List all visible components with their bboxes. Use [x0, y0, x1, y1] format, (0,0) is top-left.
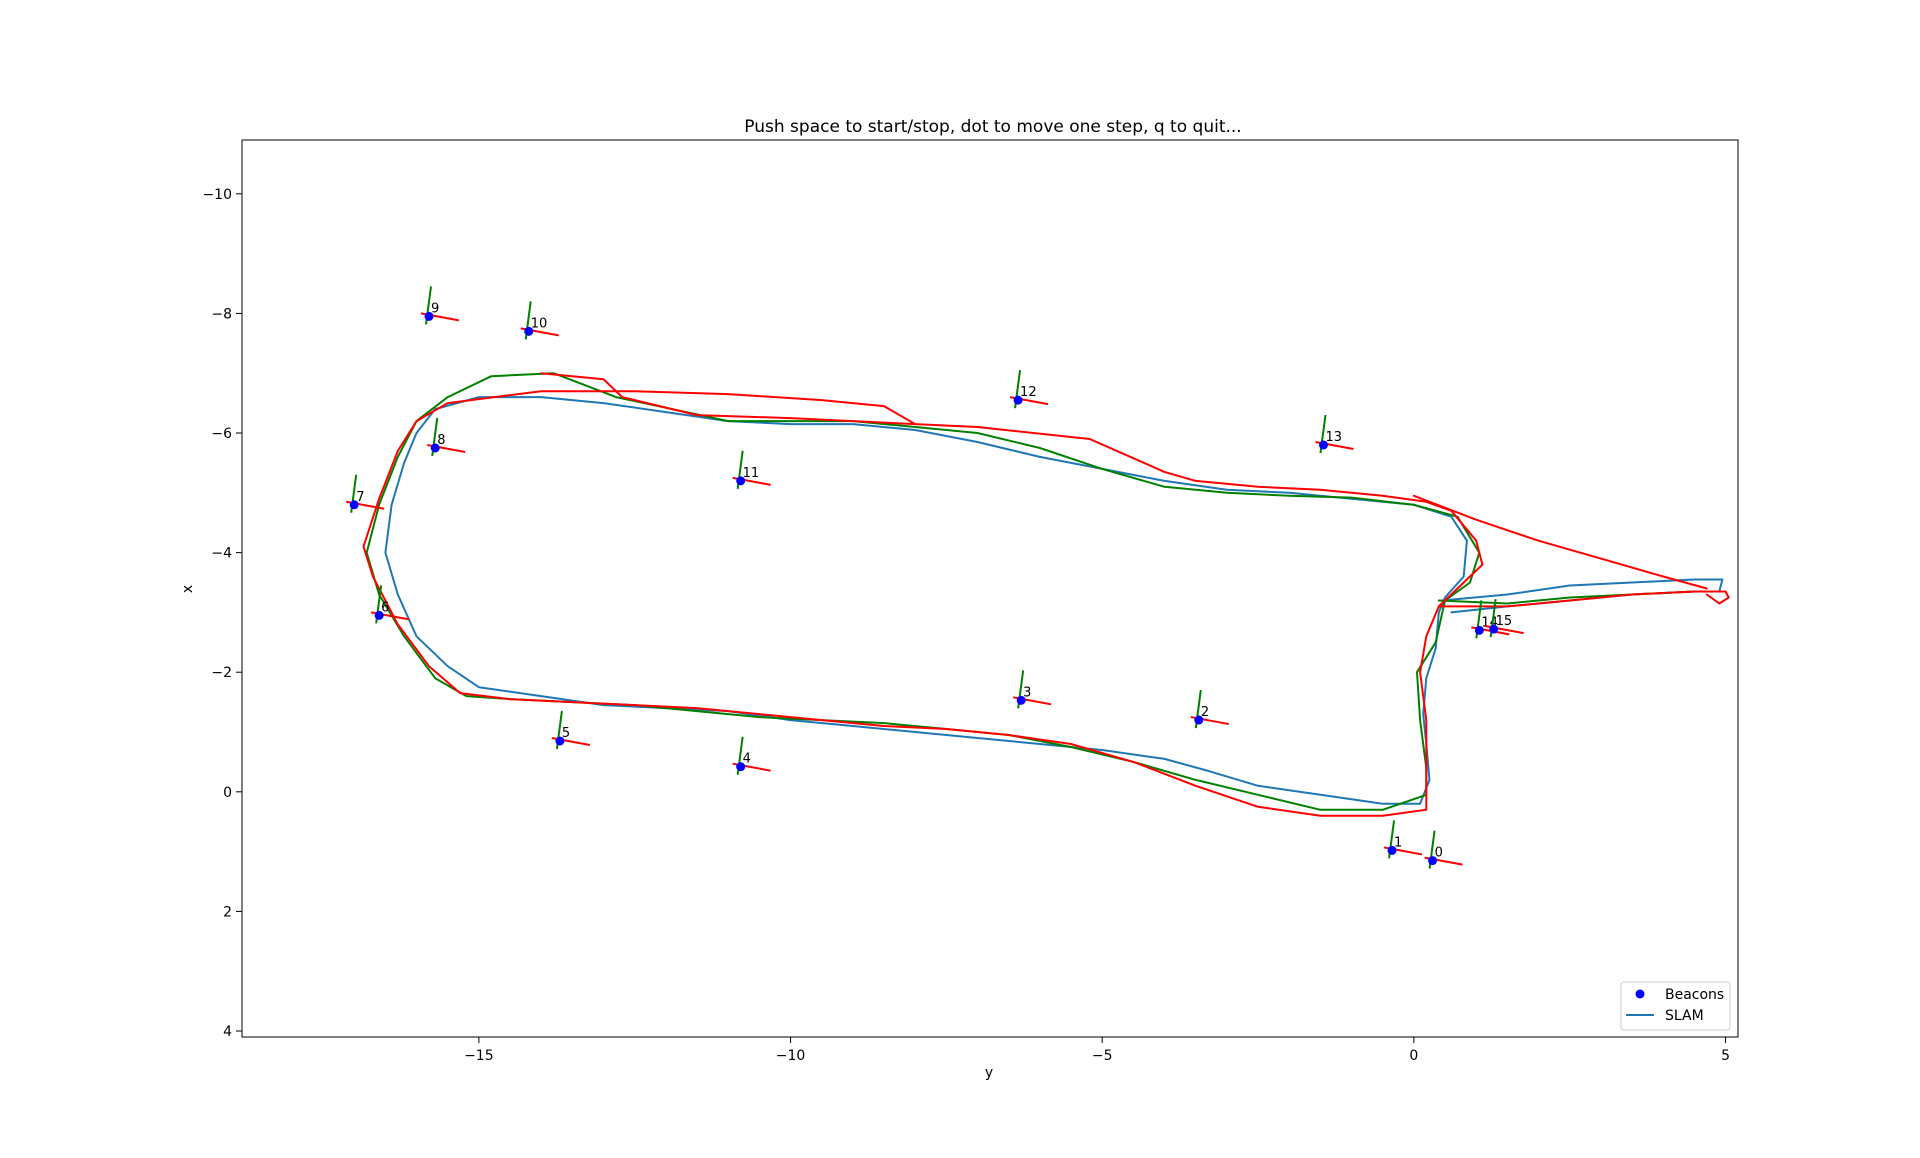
beacon-8: 8: [427, 417, 466, 457]
trajectory-line-4: [362, 390, 1484, 817]
x-axis-label: y: [985, 1065, 993, 1081]
beacon-point: [430, 443, 440, 453]
beacon-0: 0: [1424, 830, 1463, 869]
beacon-point: [736, 476, 746, 486]
beacon-point: [1318, 440, 1328, 450]
beacon-9: 9: [420, 286, 460, 325]
beacon-label: 2: [1201, 705, 1209, 720]
x-axis: −15 −10 −5 0 5: [464, 1037, 1730, 1064]
y-tick-label: 4: [223, 1024, 232, 1040]
beacon-6: 6: [370, 585, 410, 624]
beacon-label: 1: [1394, 835, 1402, 850]
legend-frame: [1620, 981, 1731, 1031]
beacon-label: 7: [356, 490, 364, 505]
trajectories: [362, 372, 1730, 817]
beacon-5: 5: [551, 710, 591, 750]
legend-beacons-label: Beacons: [1665, 987, 1724, 1003]
y-tick-label: −2: [211, 665, 232, 681]
beacon-point: [1194, 715, 1204, 725]
trajectory-line-6: [1412, 494, 1708, 590]
x-tick-label: −15: [464, 1048, 494, 1064]
legend-beacons-marker: [1635, 989, 1645, 999]
beacon-13: 13: [1315, 414, 1354, 454]
legend: Beacons SLAM: [1620, 981, 1731, 1031]
beacon-label: 5: [562, 726, 570, 741]
beacon-point: [736, 762, 746, 772]
beacon-2: 2: [1190, 689, 1229, 729]
beacon-label: 3: [1023, 685, 1031, 700]
beacon-point: [1013, 395, 1023, 405]
plot-frame: [241, 139, 1739, 1038]
beacon-label: 10: [531, 316, 548, 331]
beacon-12: 12: [1009, 369, 1049, 409]
trajectory-line-5: [1437, 590, 1730, 608]
beacon-point: [1387, 845, 1397, 855]
y-tick-label: 0: [223, 785, 232, 801]
trajectory-line-0: [384, 396, 1468, 805]
x-tick-label: 0: [1409, 1048, 1418, 1064]
beacon-point: [349, 500, 359, 510]
beacon-label: 0: [1435, 846, 1443, 861]
beacon-label: 8: [437, 433, 445, 448]
y-tick-label: −10: [202, 187, 232, 203]
beacon-10: 10: [520, 301, 559, 340]
y-tick-label: −8: [211, 306, 232, 322]
x-tick-label: 5: [1721, 1048, 1730, 1064]
y-axis-label: x: [180, 585, 196, 593]
beacon-point: [1489, 624, 1499, 634]
beacon-3: 3: [1012, 670, 1052, 709]
beacon-15: 15: [1485, 599, 1524, 638]
beacon-11: 11: [732, 450, 771, 489]
beacon-label: 13: [1325, 430, 1342, 445]
beacon-point: [1016, 695, 1026, 705]
y-tick-label: −4: [211, 546, 232, 562]
beacon-label: 6: [381, 600, 389, 615]
x-tick-label: −5: [1092, 1048, 1113, 1064]
y-tick-label: 2: [223, 904, 232, 920]
beacon-point: [524, 326, 534, 336]
beacon-label: 15: [1496, 614, 1513, 629]
beacon-point: [555, 736, 565, 746]
beacon-point: [1474, 625, 1484, 635]
beacon-4: 4: [732, 736, 771, 775]
beacon-point: [424, 311, 434, 321]
trajectory-line-7: [540, 372, 917, 426]
beacon-point: [1428, 856, 1438, 866]
beacon-7: 7: [346, 474, 385, 513]
y-axis: −10 −8 −6 −4 −2 0 2 4: [202, 187, 242, 1040]
legend-slam-label: SLAM: [1665, 1008, 1704, 1024]
beacon-point: [374, 610, 384, 620]
beacon-label: 4: [743, 752, 751, 767]
beacon-1: 1: [1383, 820, 1423, 859]
chart-title: Push space to start/stop, dot to move on…: [744, 117, 1241, 137]
x-tick-label: −10: [776, 1048, 806, 1064]
beacon-label: 12: [1020, 385, 1037, 400]
beacon-label: 9: [431, 301, 439, 316]
beacon-label: 11: [743, 466, 760, 481]
y-tick-label: −6: [211, 426, 232, 442]
